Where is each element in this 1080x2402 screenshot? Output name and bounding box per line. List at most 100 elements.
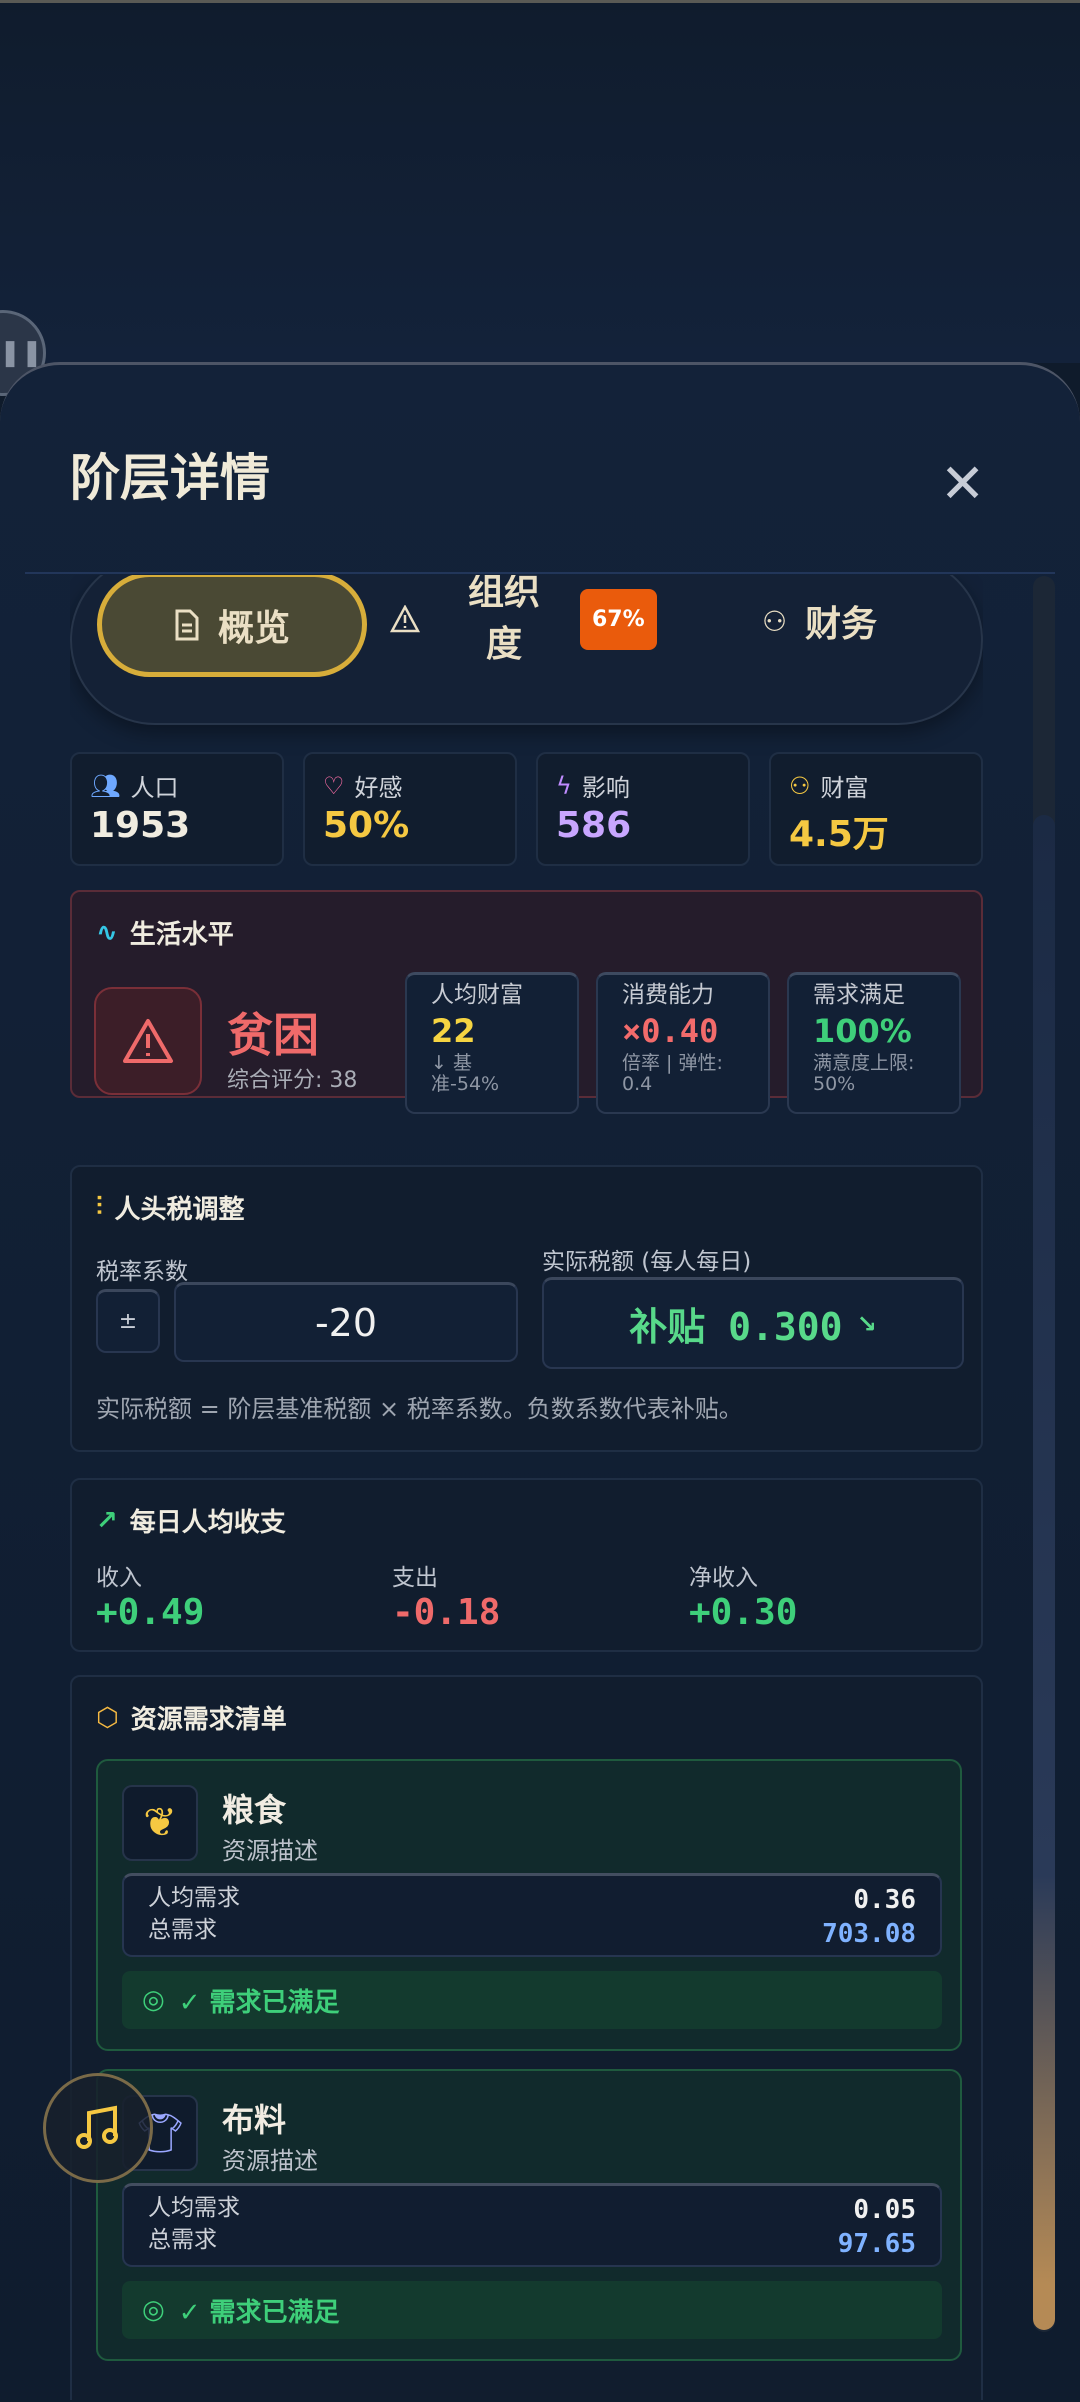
- pause-icon: ❚❚: [0, 338, 43, 368]
- living-status: 贫困: [227, 1008, 319, 1062]
- warning-icon: [390, 605, 420, 633]
- resource-demand-box: 人均需求 总需求 0.05 97.65: [122, 2183, 942, 2267]
- tax-note: 实际税额 = 阶层基准税额 × 税率系数。负数系数代表补贴。: [96, 1395, 743, 1423]
- metric-wealth-per-capita: 人均财富 22 ↓ 基准-54%: [405, 972, 579, 1114]
- daily-income-card: ↗ 每日人均收支 收入 +0.49 支出 -0.18 净收入 +0.30: [70, 1478, 983, 1652]
- trending-down-icon: ↘: [856, 1309, 877, 1338]
- coins-icon: ⚇: [762, 604, 788, 638]
- rate-label: 税率系数: [96, 1259, 188, 1285]
- actual-tax-value: 补贴 0.300 ↘: [542, 1277, 964, 1369]
- stat-value: 1953: [90, 805, 191, 846]
- stat-label: 好感: [354, 774, 403, 802]
- resource-name: 粮食: [222, 1791, 287, 1829]
- activity-icon: ∿: [96, 917, 118, 948]
- stat-influence: ϟ 影响 586: [536, 752, 750, 866]
- modal-content: 概览 组织度 67% ⚇ 财务 👥︎ 人口 1953 ♡ 好感 50% ϟ 影响 58…: [70, 575, 983, 2400]
- top-edge: [0, 0, 1080, 3]
- actual-tax-amount: 补贴 0.300: [629, 1305, 843, 1349]
- tab-bar: 概览 组织度 67% ⚇ 财务: [70, 575, 983, 725]
- stat-value: 4.5万: [789, 814, 889, 855]
- resource-item-grain: ❦ 粮食 资源描述 人均需求 总需求 0.36 703.08 ◎ ✓ 需求已满足: [96, 1759, 962, 2051]
- tax-rate-input[interactable]: -20: [174, 1282, 518, 1362]
- expense-item: 支出 -0.18: [392, 1558, 500, 1633]
- living-score: 综合评分: 38: [227, 1068, 358, 1093]
- poll-tax-card: ⫶ 人头税调整 税率系数 ± -20 实际税额 (每人每日) 补贴 0.300 ↘…: [70, 1165, 983, 1452]
- music-icon: [76, 2105, 118, 2149]
- scrollbar-thumb[interactable]: [1033, 815, 1055, 2330]
- income-label: 收入: [96, 1565, 142, 1591]
- per-capita-value: 0.36: [853, 1885, 916, 1915]
- resource-name: 布料: [222, 2101, 287, 2139]
- coins-icon: ⚇: [789, 771, 811, 800]
- metric-consumption: 消费能力 ×0.40 倍率 | 弹性: 0.4: [596, 972, 770, 1114]
- resource-desc: 资源描述: [222, 2147, 318, 2175]
- tab-label: 组织度: [468, 575, 541, 666]
- background-screen: [0, 3, 1080, 363]
- tab-label: 概览: [217, 607, 290, 649]
- sliders-icon: ⫶: [96, 1192, 103, 1222]
- header-divider: [25, 572, 1055, 574]
- plusminus-label: ±: [118, 1309, 138, 1334]
- income-value: +0.49: [96, 1592, 205, 1633]
- metric-value: 100%: [813, 1012, 912, 1051]
- demand-met-status: ◎ ✓ 需求已满足: [122, 2281, 942, 2339]
- organization-badge: 67%: [580, 588, 657, 650]
- per-capita-value: 0.05: [853, 2195, 916, 2225]
- tab-overview[interactable]: 概览: [97, 575, 367, 677]
- wheat-icon: ❦: [122, 1785, 198, 1861]
- stat-population: 👥︎ 人口 1953: [70, 752, 284, 866]
- sign-toggle-button[interactable]: ±: [96, 1289, 160, 1353]
- income-item: 收入 +0.49: [96, 1558, 204, 1633]
- metric-value: ×0.40: [622, 1012, 719, 1051]
- tab-finance[interactable]: ⚇ 财务: [762, 595, 877, 647]
- warning-icon: [94, 987, 202, 1095]
- resource-demand-box: 人均需求 总需求 0.36 703.08: [122, 1873, 942, 1957]
- expense-value: -0.18: [392, 1592, 501, 1633]
- resource-demand-card: ⬡ 资源需求清单 ❦ 粮食 资源描述 人均需求 总需求 0.36 703.08 …: [70, 1675, 983, 2400]
- resource-item-cloth: 👕︎ 布料 资源描述 人均需求 总需求 0.05 97.65 ◎ ✓ 需求已满足: [96, 2069, 962, 2361]
- metric-sub: ↓ 基准-54%: [431, 1052, 500, 1096]
- actual-tax-label: 实际税额 (每人每日): [542, 1249, 752, 1275]
- users-icon: 👥︎: [90, 771, 121, 800]
- trending-up-icon: ↗: [96, 1505, 118, 1536]
- bolt-icon: ϟ: [556, 771, 572, 800]
- music-toggle-button[interactable]: [43, 2073, 153, 2183]
- total-label: 总需求: [148, 1917, 217, 1944]
- file-icon: [175, 609, 199, 640]
- resource-desc: 资源描述: [222, 1837, 318, 1865]
- status-text: ✓ 需求已满足: [178, 2297, 340, 2328]
- section-title: 生活水平: [129, 920, 234, 950]
- metric-label: 消费能力: [622, 982, 714, 1008]
- total-value: 97.65: [837, 2229, 916, 2259]
- tab-organization[interactable]: 组织度 67%: [390, 575, 657, 671]
- stat-value: 586: [556, 805, 632, 846]
- section-title: 资源需求清单: [130, 1705, 287, 1735]
- metric-sub: 满意度上限: 50%: [813, 1052, 915, 1096]
- metric-needs: 需求满足 100% 满意度上限: 50%: [787, 972, 961, 1114]
- living-standard-card: ∿ 生活水平 贫困 综合评分: 38 人均财富 22 ↓ 基准-54% 消费能力 ×0…: [70, 890, 983, 1114]
- total-label: 总需求: [148, 2227, 217, 2254]
- close-icon[interactable]: ✕: [940, 452, 986, 515]
- package-icon: ⬡: [96, 1702, 119, 1733]
- demand-met-status: ◎ ✓ 需求已满足: [122, 1971, 942, 2029]
- per-capita-label: 人均需求: [148, 2195, 240, 2221]
- section-title: 人头税调整: [114, 1195, 245, 1225]
- stat-wealth: ⚇ 财富 4.5万: [769, 752, 983, 866]
- metric-label: 人均财富: [431, 982, 523, 1008]
- total-value: 703.08: [822, 1919, 916, 1949]
- heart-icon: ♡: [323, 771, 345, 800]
- per-capita-label: 人均需求: [148, 1885, 240, 1911]
- tab-label: 财务: [805, 604, 878, 645]
- stat-favor: ♡ 好感 50%: [303, 752, 517, 866]
- stat-label: 影响: [581, 774, 630, 802]
- stat-value: 50%: [323, 805, 410, 846]
- metric-label: 需求满足: [813, 982, 905, 1008]
- check-circle-icon: ◎: [142, 1985, 165, 2015]
- net-value: +0.30: [689, 1592, 798, 1633]
- expense-label: 支出: [392, 1565, 438, 1591]
- modal-title: 阶层详情: [70, 448, 270, 507]
- section-title: 每日人均收支: [129, 1508, 286, 1538]
- net-income-item: 净收入 +0.30: [689, 1558, 797, 1633]
- status-text: ✓ 需求已满足: [178, 1987, 340, 2018]
- metric-sub: 倍率 | 弹性: 0.4: [622, 1052, 723, 1096]
